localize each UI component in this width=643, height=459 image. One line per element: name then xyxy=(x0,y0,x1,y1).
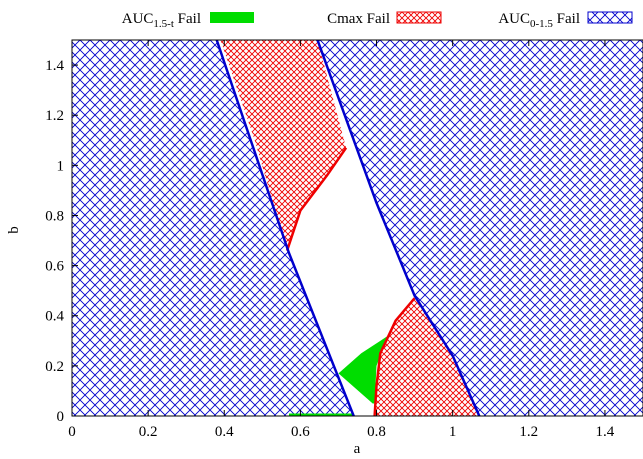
cmax-fail-region-bottom xyxy=(374,298,480,416)
x-tick-label: 0.2 xyxy=(139,424,158,440)
x-tick-label: 1.2 xyxy=(519,424,538,440)
legend-swatch xyxy=(587,11,633,24)
y-axis-label: b xyxy=(6,226,22,234)
plot-frame xyxy=(71,39,643,417)
y-tick-label: 1.2 xyxy=(45,108,64,124)
tick-labels: 0 0.2 0.4 0.6 0.8 1 1.2 1.4 0 0.2 0.4 0.6 0.8 1 1.2 1.4 xyxy=(45,58,615,440)
boundary-curves xyxy=(215,40,481,416)
x-tick-label: 0.8 xyxy=(367,424,386,440)
legend-swatch xyxy=(210,12,254,23)
x-tick-label: 0 xyxy=(68,424,76,440)
y-tick-label: 0.2 xyxy=(45,359,64,375)
legend-label: AUC0-1.5 Fail xyxy=(498,11,580,30)
x-tick-label: 0.6 xyxy=(291,424,310,440)
legend-label: AUC1.5-t Fail xyxy=(122,11,201,30)
legend-label: Cmax Fail xyxy=(327,11,390,27)
auc-0-1.5-boundary-right xyxy=(316,40,481,416)
x-tick-label: 1.4 xyxy=(596,424,615,440)
cmax-boundary-upper xyxy=(285,147,348,251)
auc-1.5-t-fail-region-bottom xyxy=(289,413,354,416)
auc-1.5-t-fail-region-upper xyxy=(338,323,407,404)
y-tick-label: 1 xyxy=(57,158,65,174)
x-tick-label: 0.4 xyxy=(215,424,234,440)
cmax-fail-region-top xyxy=(220,40,347,251)
legend: AUC1.5-t Fail Cmax Fail AUC0-1.5 Fail xyxy=(122,11,633,30)
x-tick-label: 1 xyxy=(449,424,457,440)
y-tick-label: 0.8 xyxy=(45,208,64,224)
y-tick-label: 0 xyxy=(57,409,65,425)
legend-swatch xyxy=(396,11,442,24)
auc-0-1.5-boundary-left xyxy=(215,40,355,416)
axis-ticks xyxy=(71,40,606,417)
regions xyxy=(72,40,643,416)
y-tick-label: 0.4 xyxy=(45,309,64,325)
y-tick-label: 1.4 xyxy=(45,58,64,74)
y-tick-label: 0.6 xyxy=(45,259,64,275)
auc-0-1.5-fail-region-left xyxy=(72,40,354,416)
cmax-boundary-lower xyxy=(373,297,416,416)
auc-0-1.5-fail-region-right xyxy=(317,40,643,416)
x-axis-label: a xyxy=(354,441,361,457)
